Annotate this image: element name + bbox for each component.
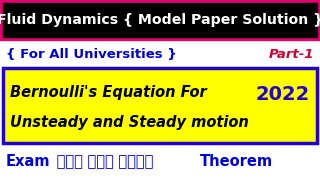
Text: 2022: 2022 bbox=[256, 85, 310, 104]
Text: Fluid Dynamics { Model Paper Solution }: Fluid Dynamics { Model Paper Solution } bbox=[0, 13, 320, 27]
Bar bbox=[0, 0, 320, 40]
Bar bbox=[3, 3, 317, 37]
Text: Bernoulli's Equation For: Bernoulli's Equation For bbox=[10, 84, 207, 100]
Text: Theorem: Theorem bbox=[200, 154, 273, 169]
Bar bbox=[3, 68, 317, 143]
Text: Unsteady and Steady motion: Unsteady and Steady motion bbox=[10, 114, 249, 129]
Text: Part-1: Part-1 bbox=[268, 48, 314, 60]
Text: Exam: Exam bbox=[6, 154, 51, 169]
Text: में आने वाली: में आने वाली bbox=[52, 154, 158, 169]
Text: { For All Universities }: { For All Universities } bbox=[6, 48, 177, 60]
